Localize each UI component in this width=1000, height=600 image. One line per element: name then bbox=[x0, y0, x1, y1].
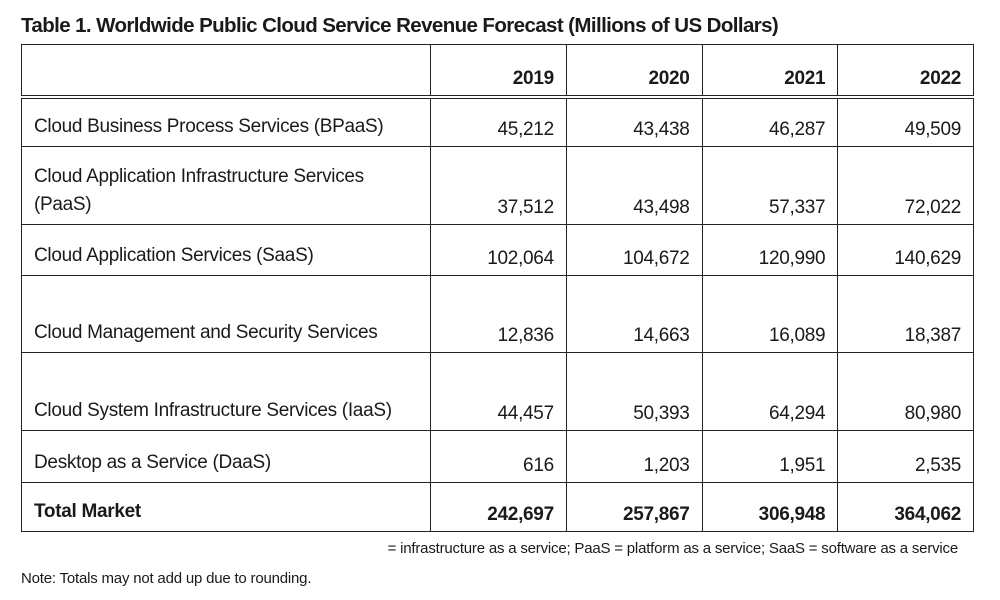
table-title: Table 1. Worldwide Public Cloud Service … bbox=[21, 14, 779, 37]
cell-value: 257,867 bbox=[565, 481, 703, 532]
cell-value: 616 bbox=[430, 429, 567, 483]
cell-value: 72,022 bbox=[837, 145, 974, 225]
table-row: Cloud System Infrastructure Services (Ia… bbox=[20, 351, 974, 431]
cell-value: 16,089 bbox=[701, 274, 839, 353]
table-row: Cloud Business Process Services (BPaaS) 4… bbox=[20, 96, 974, 147]
row-label: Cloud System Infrastructure Services (Ia… bbox=[20, 351, 432, 431]
cell-value: 120,990 bbox=[701, 223, 839, 276]
column-header: 2019 bbox=[430, 44, 567, 99]
cell-value: 1,203 bbox=[565, 429, 703, 483]
cell-value: 44,457 bbox=[430, 351, 567, 431]
revenue-table: 2019 2020 2021 2022 Cloud Business Proce… bbox=[20, 44, 974, 532]
rounding-note: Note: Totals may not add up due to round… bbox=[21, 570, 312, 587]
cell-value: 43,438 bbox=[565, 96, 703, 147]
cell-value: 104,672 bbox=[565, 223, 703, 276]
cell-value: 242,697 bbox=[430, 481, 567, 532]
cell-value: 140,629 bbox=[837, 223, 974, 276]
row-label: Desktop as a Service (DaaS) bbox=[20, 429, 432, 483]
row-label: Cloud Application Infrastructure Service… bbox=[20, 145, 432, 225]
row-label: Cloud Application Services (SaaS) bbox=[20, 223, 432, 276]
cell-value: 45,212 bbox=[430, 96, 567, 147]
table-row: Cloud Application Services (SaaS) 102,064… bbox=[20, 223, 974, 276]
cell-value: 14,663 bbox=[565, 274, 703, 353]
cell-value: 50,393 bbox=[565, 351, 703, 431]
cell-value: 43,498 bbox=[565, 145, 703, 225]
column-header bbox=[20, 44, 432, 99]
table-row: Desktop as a Service (DaaS) 616 1,203 1,951… bbox=[20, 429, 974, 483]
cell-value: 2,535 bbox=[837, 429, 974, 483]
total-row: Total Market 242,697 257,867 306,948 364,062 bbox=[20, 481, 974, 532]
cell-value: 49,509 bbox=[837, 96, 974, 147]
cell-value: 1,951 bbox=[701, 429, 839, 483]
cell-value: 102,064 bbox=[430, 223, 567, 276]
cell-value: 364,062 bbox=[837, 481, 974, 532]
footnote: = infrastructure as a service; PaaS = pl… bbox=[387, 540, 959, 557]
cell-value: 80,980 bbox=[837, 351, 974, 431]
column-header: 2020 bbox=[565, 44, 703, 99]
cell-value: 12,836 bbox=[430, 274, 567, 353]
header-row: 2019 2020 2021 2022 bbox=[20, 44, 974, 99]
cell-value: 306,948 bbox=[701, 481, 839, 532]
cell-value: 57,337 bbox=[701, 145, 839, 225]
row-label: Total Market bbox=[20, 481, 432, 532]
column-header: 2022 bbox=[837, 44, 974, 99]
cell-value: 46,287 bbox=[701, 96, 839, 147]
table-row: Cloud Application Infrastructure Service… bbox=[20, 145, 974, 225]
row-label: Cloud Business Process Services (BPaaS) bbox=[20, 96, 432, 147]
cell-value: 37,512 bbox=[430, 145, 567, 225]
row-label: Cloud Management and Security Services bbox=[20, 274, 432, 353]
cell-value: 18,387 bbox=[837, 274, 974, 353]
table-row: Cloud Management and Security Services 12… bbox=[20, 274, 974, 353]
column-header: 2021 bbox=[701, 44, 839, 99]
cell-value: 64,294 bbox=[701, 351, 839, 431]
